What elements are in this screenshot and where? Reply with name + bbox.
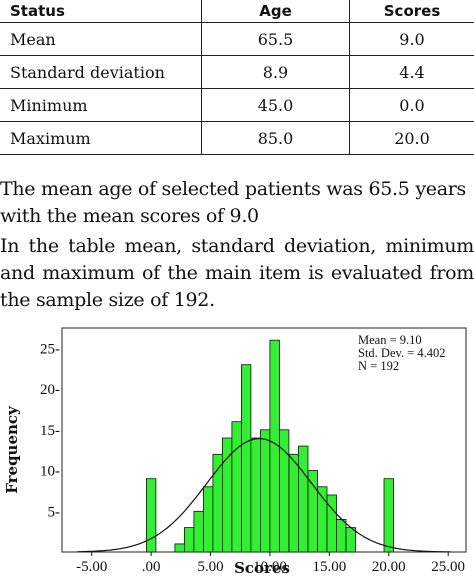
- y-tick-label: 5-: [48, 504, 61, 520]
- histogram-bar: [183, 527, 195, 553]
- description-paragraph: In the table mean, standard deviation, m…: [0, 235, 474, 311]
- table-row: Standard deviation 8.9 4.4: [0, 55, 474, 89]
- histogram-bar: [336, 518, 347, 553]
- row-label: Mean: [0, 22, 202, 56]
- normal-curve: [77, 438, 451, 553]
- histogram-bar: [250, 437, 261, 553]
- histogram-bar: [259, 429, 271, 553]
- scores-value: 9.0: [349, 22, 474, 56]
- histogram-bar: [383, 478, 394, 553]
- x-tick-label: 15.00: [312, 559, 346, 575]
- scores-value: 0.0: [349, 88, 474, 122]
- scores-value: 4.4: [349, 55, 474, 89]
- x-tick-label: .00: [142, 559, 161, 575]
- x-tick-label: -5.00: [76, 559, 107, 575]
- bars-layer: [145, 339, 394, 553]
- y-tick-label: 20-: [40, 382, 60, 398]
- histogram-bar: [202, 486, 214, 553]
- x-tick-label: 10.00: [253, 559, 287, 575]
- summary-paragraph: The mean age of selected patients was 65…: [0, 178, 466, 227]
- histogram-bar: [145, 478, 157, 553]
- row-label: Minimum: [0, 88, 202, 122]
- scores-value: 20.0: [349, 121, 474, 155]
- table-row: Mean 65.5 9.0: [0, 22, 474, 56]
- histogram-bar: [288, 453, 299, 553]
- histogram-bar: [240, 364, 252, 553]
- histogram-bar: [298, 445, 309, 553]
- y-tick-label: 25-: [40, 341, 60, 357]
- table-row: Maximum 85.0 20.0: [0, 121, 474, 155]
- x-ticks: -5.00 .00 5.00 10.00 15.00 20.00 25.00: [76, 552, 465, 575]
- table-header-row: Status Age Scores: [0, 0, 474, 23]
- stats-table: Status Age Scores Mean 65.5 9.0 Standard…: [0, 0, 474, 155]
- age-value: 8.9: [201, 55, 350, 89]
- x-axis-title: Scores: [234, 559, 290, 577]
- age-value: 65.5: [201, 22, 350, 56]
- column-header-scores: Scores: [349, 0, 474, 23]
- column-header-status: Status: [0, 0, 202, 23]
- stats-box-n: N = 192: [358, 359, 399, 373]
- histogram-bar: [193, 510, 204, 553]
- histogram-bar: [326, 494, 337, 553]
- x-tick-label: 20.00: [372, 559, 406, 575]
- row-label: Standard deviation: [0, 55, 202, 89]
- y-tick-label: 10-: [40, 464, 60, 480]
- x-tick-label: 25.00: [431, 559, 465, 575]
- age-value: 85.0: [201, 121, 350, 155]
- histogram-chart: 5- 10- 15- 20- 25- -5.00 .00 5.00 10.00 15.00 20.…: [3, 327, 467, 577]
- histogram-bar: [307, 470, 318, 553]
- histogram-bar: [174, 543, 185, 553]
- x-tick-label: 5.00: [197, 559, 223, 575]
- table-row: Minimum 45.0 0.0: [0, 88, 474, 122]
- y-ticks: 5- 10- 15- 20- 25-: [40, 341, 60, 520]
- y-axis-title: Frequency: [3, 405, 21, 494]
- stats-box-std-dev: Std. Dev. = 4.402: [358, 346, 446, 360]
- column-header-age: Age: [201, 0, 350, 23]
- stats-box-mean: Mean = 9.10: [358, 333, 422, 347]
- histogram-bar: [345, 527, 356, 553]
- row-label: Maximum: [0, 121, 202, 155]
- y-tick-label: 15-: [40, 423, 60, 439]
- histogram-bar: [231, 421, 242, 553]
- age-value: 45.0: [201, 88, 350, 122]
